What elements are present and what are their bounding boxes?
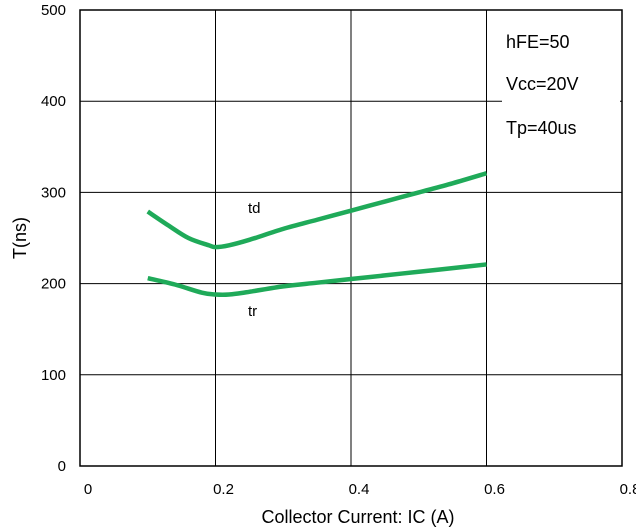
y-axis-ticks: 0 100 200 300 400 500 [41,2,66,475]
series-line-tr [147,262,487,298]
y-tick-label: 400 [41,93,66,110]
annotation-box: hFE=50 Vcc=20V Tp=40us [502,12,620,158]
x-axis-label: Collector Current: IC (A) [261,507,454,527]
annotation-background [502,12,620,158]
x-tick-label: 0.6 [484,481,505,498]
y-tick-label: 200 [41,276,66,293]
annotation-hfe: hFE=50 [506,32,570,52]
x-tick-label: 0.4 [349,481,370,498]
y-tick-label: 500 [41,2,66,19]
curve-labels: td tr [248,200,261,320]
annotation-tp: Tp=40us [506,118,577,138]
curve-label-td: td [248,200,261,217]
x-tick-label: 0.8 [620,481,636,498]
y-axis-label: T(ns) [10,217,30,259]
y-tick-label: 300 [41,184,66,201]
plot-frame [79,9,623,467]
annotation-vcc: Vcc=20V [506,74,579,94]
x-axis-ticks: 0 0.2 0.4 0.6 0.8 [84,481,636,498]
curve-label-tr: tr [248,303,257,320]
series-line-td [146,171,488,250]
y-tick-label: 0 [58,458,66,475]
x-tick-label: 0 [84,481,92,498]
y-tick-label: 100 [41,367,66,384]
series-layer [146,171,488,298]
x-tick-label: 0.2 [213,481,234,498]
